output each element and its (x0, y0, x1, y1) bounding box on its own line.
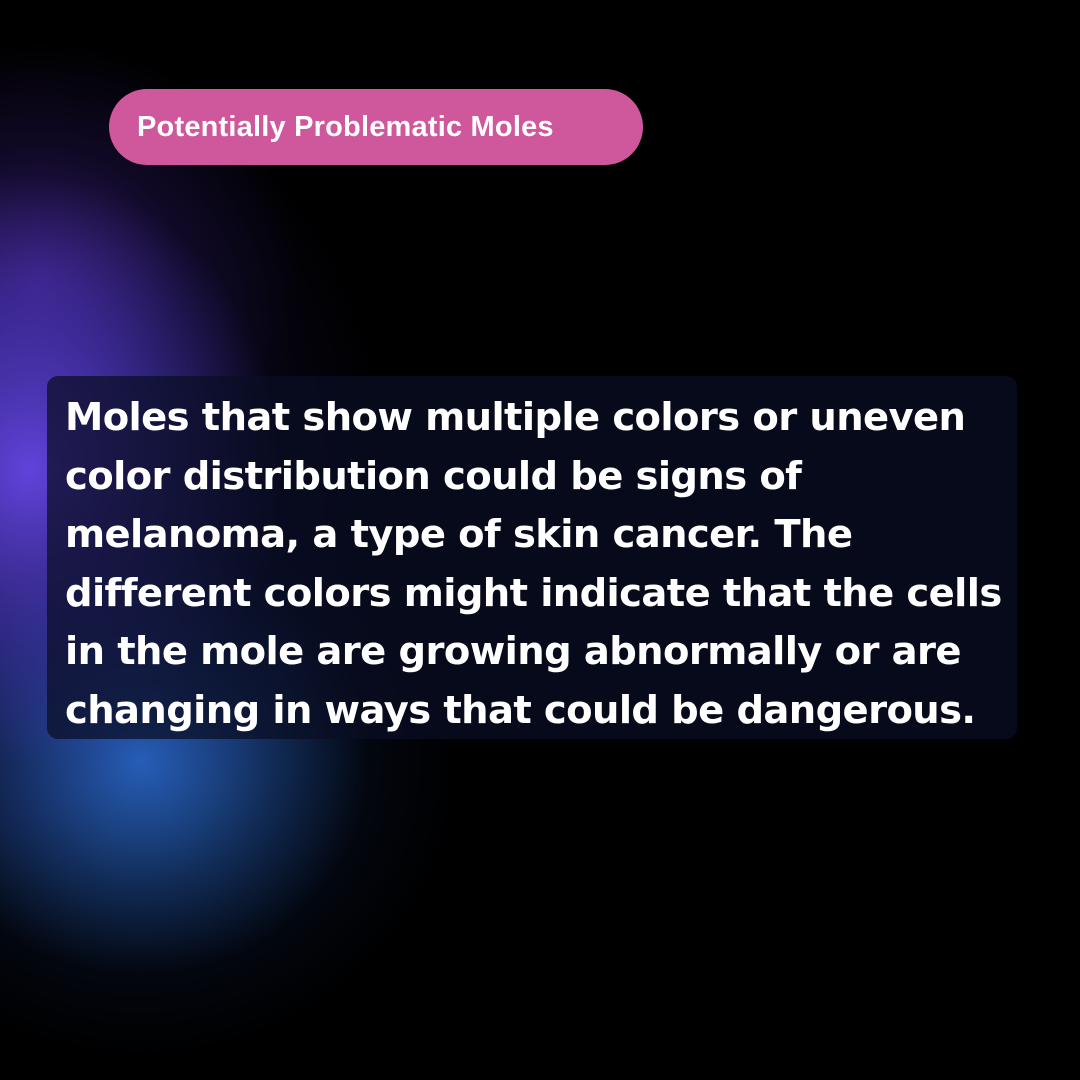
body-text-box: Moles that show multiple colors or uneve… (47, 376, 1017, 739)
title-pill-label: Potentially Problematic Moles (137, 110, 554, 143)
body-paragraph: Moles that show multiple colors or uneve… (65, 395, 1002, 733)
title-pill: Potentially Problematic Moles (109, 89, 643, 165)
